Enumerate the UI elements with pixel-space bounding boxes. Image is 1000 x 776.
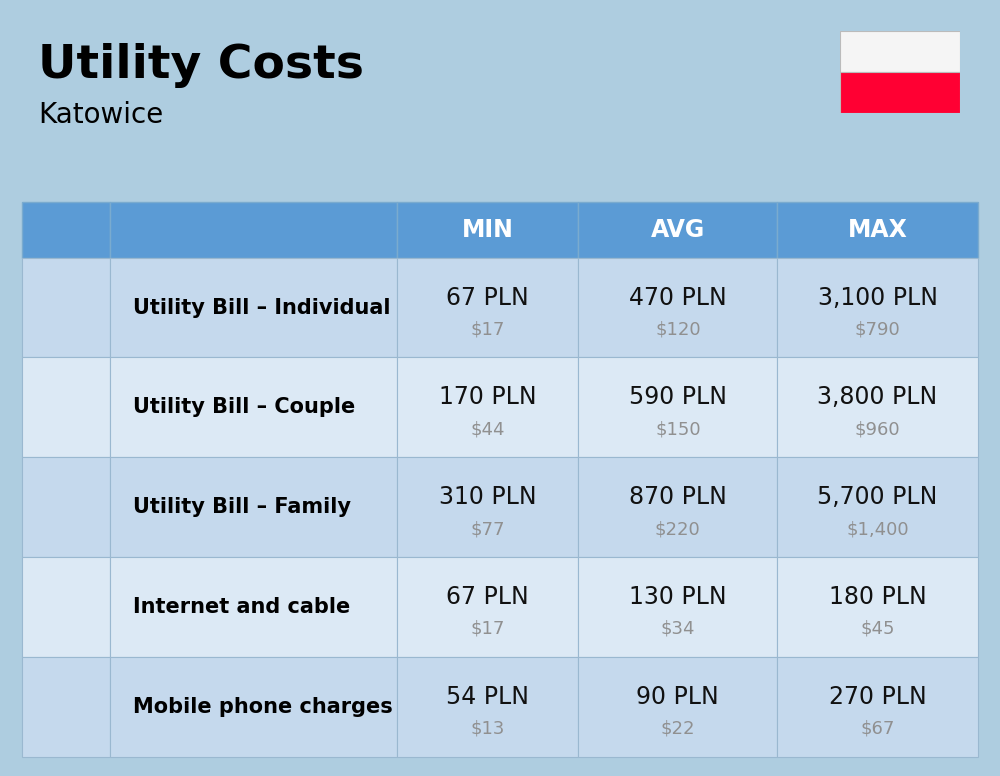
- Text: $44: $44: [470, 421, 505, 438]
- Text: Utility Bill – Individual: Utility Bill – Individual: [133, 297, 390, 317]
- Text: 5,700 PLN: 5,700 PLN: [817, 485, 938, 509]
- Text: $120: $120: [655, 320, 701, 338]
- Bar: [840, 72, 960, 113]
- Text: 3,800 PLN: 3,800 PLN: [817, 386, 938, 410]
- Text: 67 PLN: 67 PLN: [446, 585, 529, 609]
- Text: $13: $13: [470, 719, 505, 738]
- Text: $77: $77: [470, 520, 505, 538]
- Text: 270 PLN: 270 PLN: [829, 684, 926, 708]
- Text: 590 PLN: 590 PLN: [629, 386, 727, 410]
- Bar: [840, 31, 960, 72]
- Text: $17: $17: [470, 320, 505, 338]
- Text: $22: $22: [661, 719, 695, 738]
- Text: 90 PLN: 90 PLN: [636, 684, 719, 708]
- Text: 130 PLN: 130 PLN: [629, 585, 727, 609]
- Text: 470 PLN: 470 PLN: [629, 286, 727, 310]
- Text: Mobile phone charges: Mobile phone charges: [133, 697, 393, 717]
- Text: MIN: MIN: [462, 218, 514, 241]
- Text: AVG: AVG: [651, 218, 705, 241]
- Text: $150: $150: [655, 421, 701, 438]
- Text: Katowice: Katowice: [38, 101, 163, 129]
- Text: 180 PLN: 180 PLN: [829, 585, 926, 609]
- Text: $45: $45: [860, 620, 895, 638]
- Text: 870 PLN: 870 PLN: [629, 485, 727, 509]
- Text: Utility Bill – Family: Utility Bill – Family: [133, 497, 351, 517]
- Text: $790: $790: [855, 320, 900, 338]
- Text: Internet and cable: Internet and cable: [133, 597, 350, 617]
- Text: Utility Costs: Utility Costs: [38, 43, 364, 88]
- Text: 54 PLN: 54 PLN: [446, 684, 529, 708]
- Text: 310 PLN: 310 PLN: [439, 485, 536, 509]
- Text: $67: $67: [860, 719, 895, 738]
- Text: $960: $960: [855, 421, 900, 438]
- Text: 170 PLN: 170 PLN: [439, 386, 536, 410]
- Text: $220: $220: [655, 520, 701, 538]
- Text: Utility Bill – Couple: Utility Bill – Couple: [133, 397, 355, 417]
- Text: $1,400: $1,400: [846, 520, 909, 538]
- Text: $17: $17: [470, 620, 505, 638]
- Text: 3,100 PLN: 3,100 PLN: [818, 286, 938, 310]
- Text: $34: $34: [661, 620, 695, 638]
- Text: 67 PLN: 67 PLN: [446, 286, 529, 310]
- Text: MAX: MAX: [848, 218, 908, 241]
